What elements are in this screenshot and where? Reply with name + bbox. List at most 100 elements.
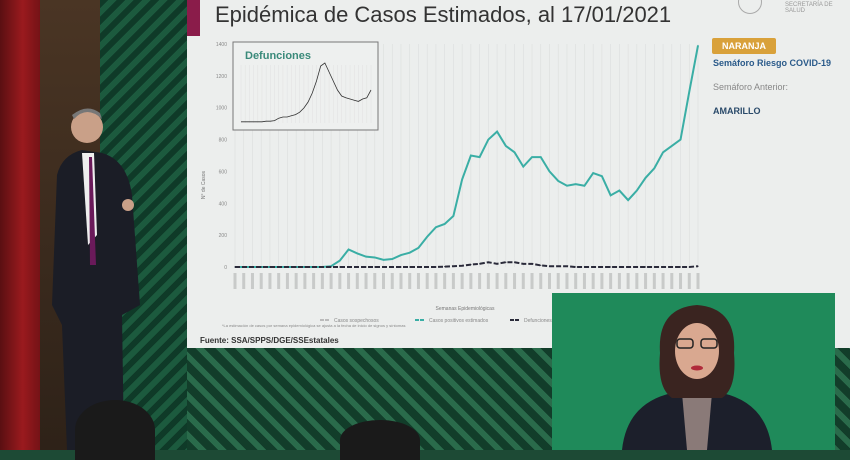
data-point <box>566 185 568 187</box>
data-point <box>548 265 551 267</box>
data-point <box>339 266 341 268</box>
x-tick-mark <box>277 273 281 289</box>
data-point <box>374 266 376 268</box>
x-tick-mark <box>626 273 630 289</box>
data-point <box>592 172 594 174</box>
data-point <box>601 266 603 268</box>
interpreter-figure <box>622 305 772 450</box>
data-point <box>618 266 620 268</box>
data-point <box>540 264 542 267</box>
y-tick-label: 1000 <box>216 106 227 112</box>
data-point <box>487 261 489 263</box>
legend-label: Casos positivos estimados <box>429 318 489 324</box>
data-point <box>347 266 350 268</box>
data-point <box>487 138 489 141</box>
x-tick-mark <box>443 273 447 289</box>
audience-head <box>340 420 420 460</box>
epidemic-curve-chart: 0 200 400 600 800 1000 1200 1400 N° de Casos Se… <box>201 41 700 324</box>
data-point <box>575 266 577 268</box>
data-point <box>636 189 638 192</box>
x-tick-mark <box>504 273 508 289</box>
x-tick-mark <box>425 273 429 289</box>
x-tick-mark <box>294 273 298 289</box>
data-point <box>540 156 542 158</box>
data-point <box>417 247 420 249</box>
data-point <box>557 180 559 182</box>
x-tick-mark <box>635 273 639 289</box>
data-point <box>679 266 682 268</box>
data-point <box>339 260 341 262</box>
data-point <box>610 194 612 196</box>
data-point <box>461 265 463 267</box>
data-point <box>505 261 507 263</box>
y-tick-label: 0 <box>224 265 227 271</box>
data-point <box>496 263 498 265</box>
x-tick-mark <box>285 273 289 289</box>
data-point <box>688 266 690 268</box>
x-tick-mark <box>591 273 595 289</box>
data-point <box>671 145 673 147</box>
x-tick-mark <box>312 273 316 289</box>
data-point <box>513 261 516 263</box>
data-point <box>426 266 428 268</box>
x-tick-mark <box>556 273 560 289</box>
x-tick-mark <box>233 273 237 289</box>
y-tick-label: 1400 <box>216 42 227 48</box>
data-point <box>356 266 358 268</box>
data-point <box>278 266 280 268</box>
data-point <box>260 266 262 268</box>
x-tick-mark <box>478 273 482 289</box>
data-point <box>679 138 682 141</box>
x-tick-mark <box>416 273 420 289</box>
data-point <box>592 266 594 268</box>
data-point <box>374 256 376 259</box>
data-point <box>531 263 533 265</box>
x-tick-mark <box>364 273 368 289</box>
x-tick-mark <box>329 273 333 289</box>
y-axis-label: N° de Casos <box>201 170 207 199</box>
data-point <box>382 259 385 261</box>
data-point <box>531 156 533 158</box>
data-point <box>601 175 603 177</box>
data-point <box>313 266 315 268</box>
data-point <box>347 248 350 251</box>
data-point <box>461 178 463 180</box>
x-tick-mark <box>486 273 490 289</box>
data-point <box>583 185 586 187</box>
data-point <box>627 199 629 201</box>
x-tick-mark <box>617 273 621 289</box>
data-point <box>452 215 454 217</box>
data-point <box>391 266 393 268</box>
data-point <box>697 265 699 267</box>
data-point <box>365 266 367 268</box>
data-point <box>644 177 647 179</box>
data-point <box>548 170 551 173</box>
x-tick-mark <box>679 273 683 289</box>
data-point <box>618 189 620 192</box>
data-point <box>435 266 437 268</box>
x-tick-mark <box>373 273 377 289</box>
data-point <box>583 266 586 268</box>
data-point <box>251 266 254 268</box>
data-point <box>688 91 690 93</box>
data-point <box>697 44 699 47</box>
y-tick-label: 1200 <box>216 74 227 80</box>
x-tick-mark <box>661 273 665 289</box>
data-point <box>636 266 638 268</box>
x-tick-mark <box>521 273 525 289</box>
data-point <box>330 266 332 268</box>
x-tick-mark <box>574 273 578 289</box>
data-point <box>417 266 420 268</box>
data-point <box>653 266 655 268</box>
x-tick-mark <box>451 273 455 289</box>
data-point <box>304 266 306 268</box>
semaforo-previous-label: Semáforo Anterior: <box>713 82 789 92</box>
data-point <box>522 263 524 265</box>
data-point <box>382 266 385 268</box>
data-point <box>234 266 236 268</box>
data-point <box>269 266 271 268</box>
title-accent <box>187 0 200 36</box>
data-point <box>513 151 516 153</box>
x-tick-mark <box>513 273 517 289</box>
x-tick-mark <box>390 273 394 289</box>
